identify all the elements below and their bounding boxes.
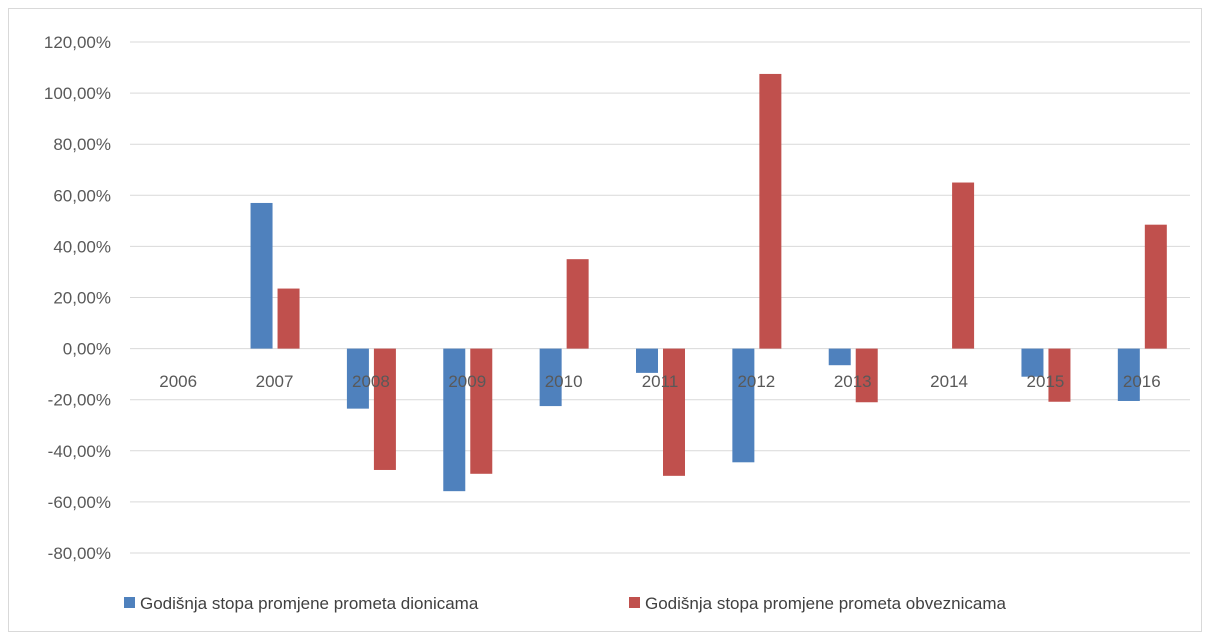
bar-obveznicama-2016 (1144, 224, 1167, 349)
bar-obveznicama-2014 (952, 182, 975, 349)
bar-dionicama-2009 (443, 348, 466, 492)
bar-dionicama-2013 (828, 348, 851, 366)
x-tick-label: 2016 (1123, 372, 1161, 391)
x-tick-label: 2014 (930, 372, 968, 391)
bar-obveznicama-2007 (277, 288, 300, 349)
x-tick-label: 2008 (352, 372, 390, 391)
y-tick-label: 100,00% (44, 84, 111, 103)
x-tick-label: 2011 (642, 372, 679, 391)
x-tick-label: 2015 (1027, 372, 1065, 391)
bar-obveznicama-2013 (855, 348, 878, 403)
legend: Godišnja stopa promjene prometa dionicam… (124, 594, 1007, 613)
bar-dionicama-2011 (636, 348, 658, 373)
x-tick-label: 2007 (256, 372, 294, 391)
legend-swatch-obveznicama (629, 597, 640, 608)
bar-dionicama-2008 (346, 348, 369, 409)
chart-frame (8, 8, 1202, 632)
bar-obveznicama-2015 (1048, 348, 1071, 402)
bar-dionicama-2010 (539, 348, 562, 407)
bar-dionicama-2015 (1021, 348, 1044, 377)
x-tick-label: 2010 (545, 372, 583, 391)
y-tick-label: -60,00% (48, 493, 111, 512)
x-tick-label: 2006 (159, 372, 197, 391)
y-tick-label: 20,00% (53, 289, 111, 308)
x-tick-label: 2012 (737, 372, 775, 391)
bar-obveznicama-2012 (759, 73, 782, 349)
x-axis-category-labels: 2006 2007 2008 2009 2010 2011 2012 2013 2014 2015… (159, 372, 1160, 391)
y-tick-label: 120,00% (44, 33, 111, 52)
y-tick-label: 0,00% (63, 340, 111, 359)
bar-dionicama-2007 (250, 202, 273, 349)
legend-label-obveznicama: Godišnja stopa promjene prometa obveznic… (645, 594, 1007, 613)
y-tick-label: 60,00% (53, 186, 111, 205)
y-tick-label: 40,00% (53, 237, 111, 256)
x-tick-label: 2009 (448, 372, 486, 391)
bars (250, 73, 1167, 492)
bar-obveznicama-2010 (566, 259, 589, 349)
legend-swatch-dionicama (124, 597, 135, 608)
bar-dionicama-2016 (1117, 348, 1140, 401)
y-tick-label: -40,00% (48, 442, 111, 461)
y-tick-label: 80,00% (53, 135, 111, 154)
bar-dionicama-2012 (732, 348, 755, 463)
y-tick-label: -20,00% (48, 391, 111, 410)
x-tick-label: 2013 (834, 372, 872, 391)
legend-label-dionicama: Godišnja stopa promjene prometa dionicam… (140, 594, 479, 613)
gridlines (130, 41, 1190, 554)
y-axis-tick-labels: 120,00% 100,00% 80,00% 60,00% 40,00% 20,00% 0,… (44, 33, 111, 563)
y-tick-label: -80,00% (48, 544, 111, 563)
bar-obveznicama-2011 (663, 348, 685, 476)
bar-obveznicama-2008 (373, 348, 396, 470)
bar-obveznicama-2009 (470, 348, 493, 474)
